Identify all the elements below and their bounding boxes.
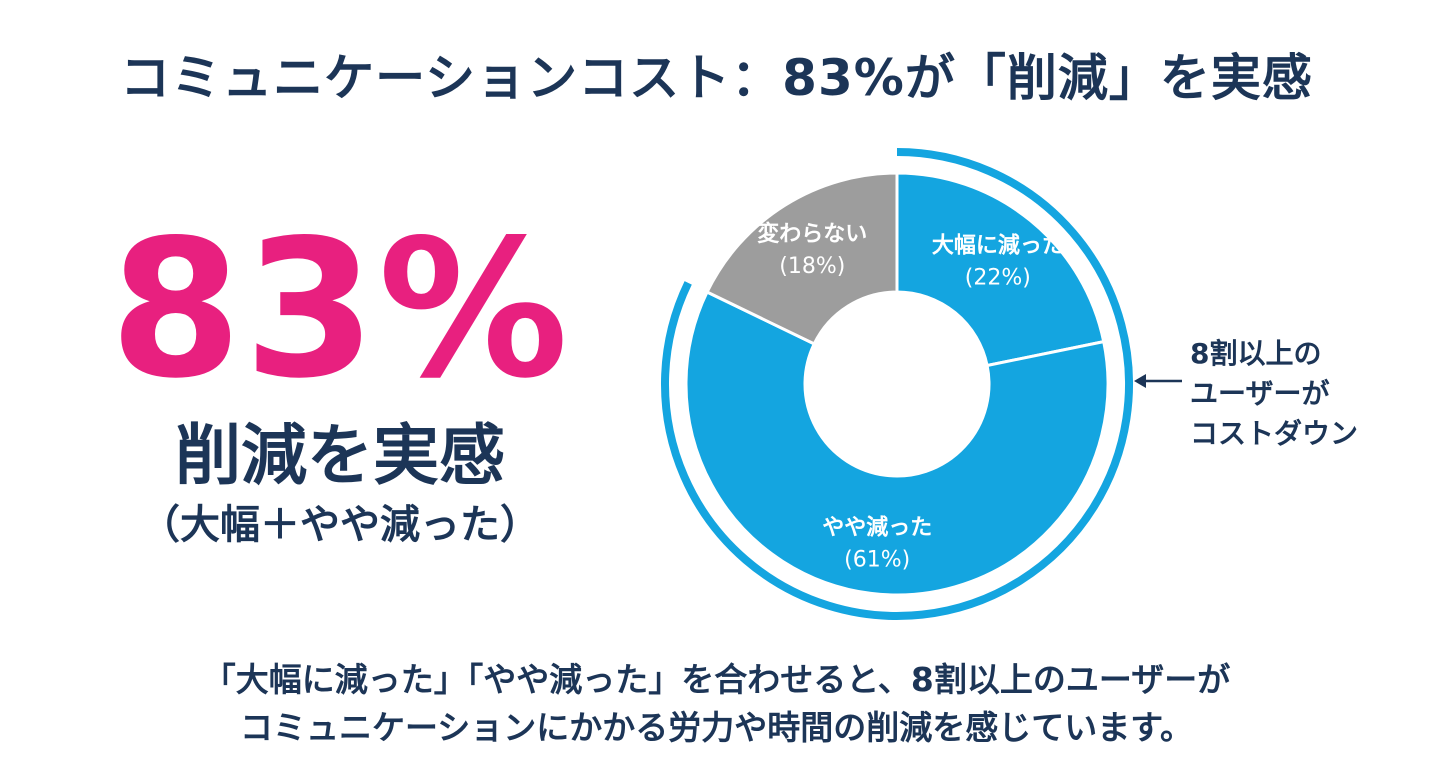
- arrow-head: [1134, 374, 1146, 388]
- slice-value-label: (61%): [844, 547, 910, 572]
- headline-label: 削減を実感: [175, 417, 505, 494]
- callout-arrow: [1134, 374, 1182, 388]
- headline-sublabel: （大幅＋やや減った）: [140, 502, 540, 548]
- donut-slice-2: [705, 171, 899, 346]
- donut-slice-1: [684, 290, 1110, 597]
- donut-slices: [684, 171, 1110, 597]
- callout-line: 8割以上の: [1190, 337, 1322, 370]
- footer-text: 「大幅に減った」「やや減った」を合わせると、8割以上のユーザーが コミュニケーシ…: [0, 656, 1433, 752]
- donut-slice-0: [895, 171, 1106, 368]
- slice-name-label: やや減った: [822, 515, 932, 540]
- callout-text: 8割以上の ユーザーが コストダウン: [1190, 334, 1358, 454]
- slice-name-label: 大幅に減った: [932, 233, 1064, 258]
- callout-line: ユーザーが: [1190, 377, 1330, 410]
- slice-value-label: (18%): [779, 254, 845, 279]
- highlight-arc: [661, 148, 1133, 620]
- highlight-arc-group: [661, 148, 1133, 620]
- slice-name-label: 変わらない: [757, 221, 867, 247]
- callout-line: コストダウン: [1190, 417, 1359, 450]
- slice-value-label: (22%): [965, 265, 1031, 290]
- headline-percent: 83%: [109, 199, 571, 420]
- footer-line: 「大幅に減った」「やや減った」を合わせると、8割以上のユーザーが: [202, 660, 1231, 699]
- slice-labels: 大幅に減った (22%) やや減った (61%) 変わらない (18%): [757, 221, 1064, 572]
- page-title: コミュニケーションコスト：83%が「削減」を実感: [120, 49, 1313, 107]
- footer-line: コミュニケーションにかかる労力や時間の削減を感じています。: [239, 708, 1194, 747]
